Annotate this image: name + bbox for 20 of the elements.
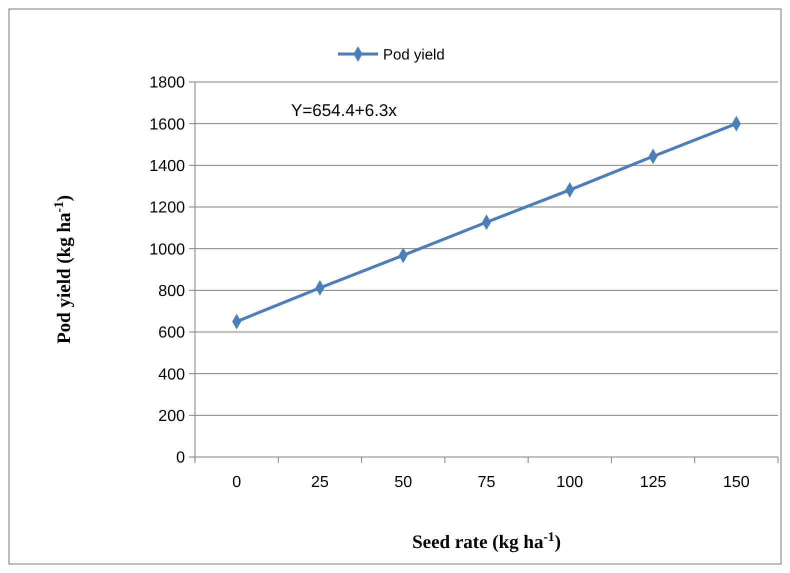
x-axis-title: Seed rate (kg ha$^{-1}$) [412,528,561,553]
y-tick-label: 1600 [149,116,186,134]
y-tick-label: 1200 [149,200,186,217]
y-tick-label: 600 [158,324,186,342]
x-tick-label: 0 [232,474,242,491]
x-tick-label: 50 [394,474,412,491]
x-tick-label: 150 [723,474,750,491]
y-tick-label: 1000 [149,241,186,258]
y-tick-label: 200 [158,408,186,425]
x-tick-label: 100 [556,474,584,491]
legend-label: Pod yield [383,46,445,64]
y-tick-label: 800 [158,282,186,300]
y-tick-label: 400 [158,366,186,384]
x-tick-label: 75 [478,474,496,491]
y-tick-label: 1800 [149,74,186,92]
x-tick-label: 25 [311,474,329,491]
annotation: Y=654.4+6.3x [291,101,398,120]
x-tick-label: 125 [640,474,667,491]
y-tick-label: 0 [176,450,186,467]
y-tick-label: 1400 [149,158,186,175]
